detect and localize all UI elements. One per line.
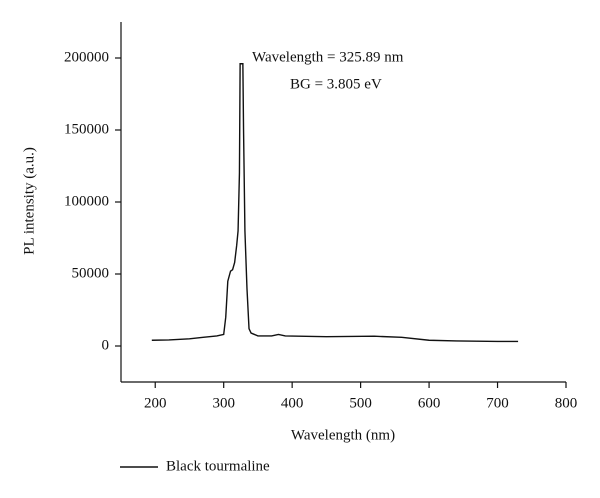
legend-label: Black tourmaline	[166, 458, 270, 474]
x-axis-label: Wavelength (nm)	[291, 427, 395, 443]
y-axis-label: PL intensity (a.u.)	[21, 147, 37, 255]
x-tick-label: 200	[144, 395, 167, 411]
x-tick-label: 600	[418, 395, 441, 411]
y-tick-label: 200000	[64, 49, 109, 65]
data-line	[151, 63, 519, 343]
x-tick-label: 700	[486, 395, 509, 411]
x-tick-label: 500	[349, 395, 372, 411]
annotation: Wavelength = 325.89 nm	[252, 49, 404, 65]
y-tick-label: 150000	[64, 121, 109, 137]
annotation: BG = 3.805 eV	[290, 76, 382, 92]
x-tick-label: 800	[555, 395, 578, 411]
x-tick-label: 400	[281, 395, 304, 411]
y-tick-label: 50000	[72, 265, 110, 281]
y-tick-label: 0	[102, 337, 110, 353]
y-tick-label: 100000	[64, 193, 109, 209]
x-tick-label: 300	[212, 395, 235, 411]
